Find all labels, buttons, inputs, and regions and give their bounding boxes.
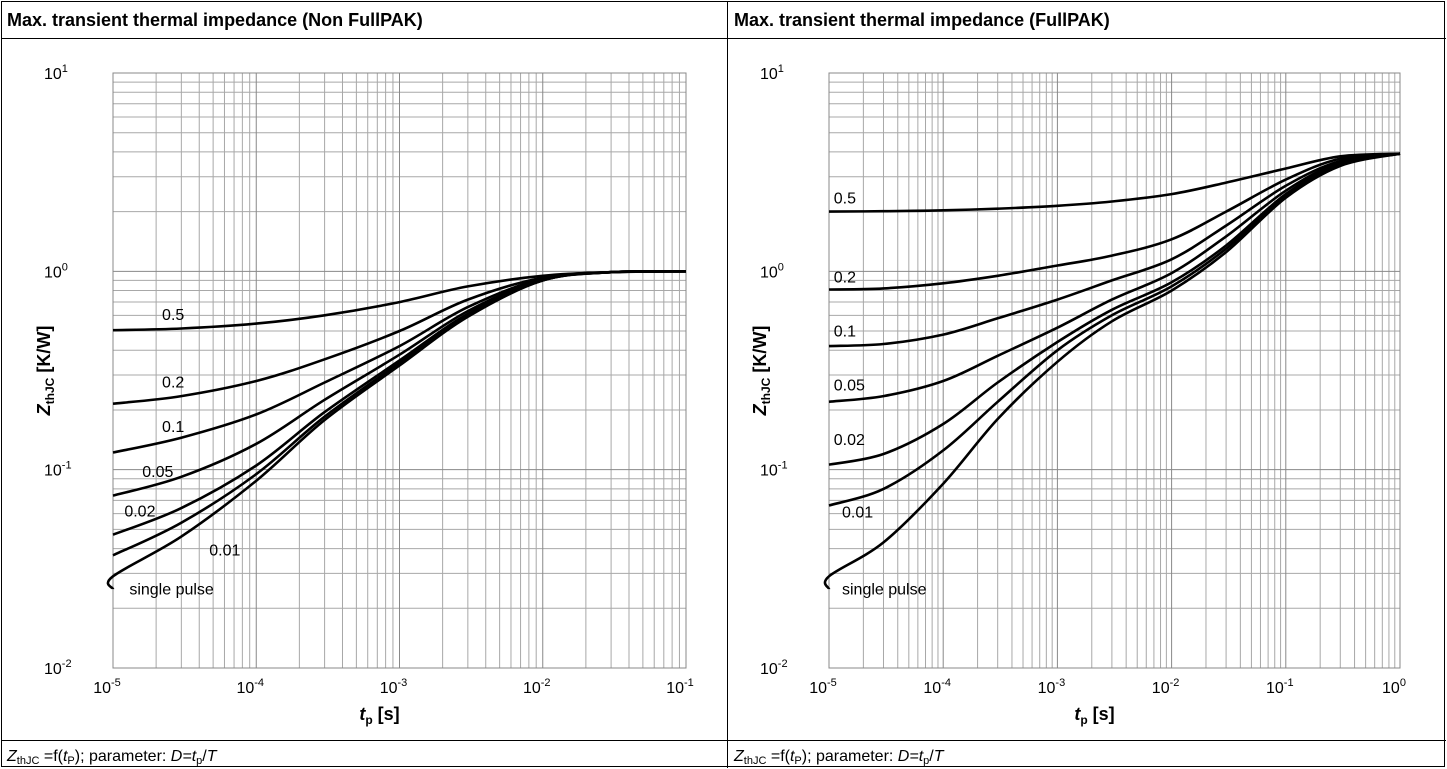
x-tick-label: 100 [1382, 677, 1406, 697]
curve-label-0-5: 0.5 [162, 307, 184, 324]
series-line-0-02 [828, 152, 1401, 466]
chart-fullpak: 10-5 10-4 10-3 10-2 10-1 100 10-2 10-1 100 101 tp … [750, 63, 1406, 727]
x-tick-label: 10-3 [1038, 677, 1066, 697]
curve-label-0-05: 0.05 [834, 378, 865, 395]
caption-t-subscript: P [67, 755, 75, 767]
caption-slash: / [929, 748, 934, 765]
curve-label-0-02: 0.02 [124, 504, 155, 521]
series-line-0-5 [828, 152, 1401, 213]
curve-label-0-05: 0.05 [142, 464, 173, 481]
caption-z-symbol: Z [7, 748, 17, 765]
x-tick-label: 10-1 [1266, 677, 1294, 697]
x-tick-label: 10-5 [93, 677, 121, 697]
caption-function-text: =f( [39, 748, 63, 765]
x-tick-label: 10-1 [666, 677, 694, 697]
chart-nonfullpak: 10-5 10-4 10-3 10-2 10-1 10-2 10-1 100 101 tp [s]… [34, 63, 694, 727]
y-tick-label: 10-1 [760, 460, 788, 480]
y-tick-label: 10-2 [44, 658, 72, 678]
caption-equals: = [182, 748, 192, 765]
x-axis-title: tp [s] [359, 704, 399, 727]
caption-t2-subscript: p [196, 755, 203, 767]
x-tick-label: 10-4 [236, 677, 264, 697]
caption-t-symbol: t [789, 748, 795, 765]
plot-area-border [112, 72, 687, 669]
y-tick-label: 10-1 [44, 460, 72, 480]
caption-z-symbol: Z [734, 748, 744, 765]
panel-title-nonfullpak: Max. transient thermal impedance (Non Fu… [7, 10, 423, 30]
y-axis-title: ZthJC [K/W] [750, 326, 773, 417]
x-axis-title: tp [s] [1074, 704, 1114, 727]
y-tick-label: 100 [760, 261, 784, 281]
curve-label-0-01: 0.01 [209, 542, 240, 559]
y-tick-label: 100 [44, 261, 68, 281]
y-axis-title: ZthJC [K/W] [34, 326, 57, 417]
caption-row-divider [2, 740, 1446, 741]
caption-d-symbol: D [170, 748, 183, 765]
y-tick-label: 10-2 [760, 658, 788, 678]
caption-slash: / [202, 748, 207, 765]
curve-label-0-5: 0.5 [834, 190, 856, 207]
y-tick-label: 101 [44, 63, 68, 83]
curve-label-0-1: 0.1 [162, 419, 184, 436]
curve-label-0-01: 0.01 [842, 504, 873, 521]
plot-area-border [828, 72, 1401, 669]
panel-title-fullpak: Max. transient thermal impedance (FullPA… [734, 10, 1110, 30]
series-line-0-05 [828, 152, 1401, 404]
series-line-single-pulse [106, 269, 687, 590]
curve-label-0-2: 0.2 [162, 374, 184, 391]
curve-label-single-pulse: single pulse [129, 581, 214, 598]
x-tick-label: 10-4 [923, 677, 951, 697]
curve-label-0-02: 0.02 [834, 432, 865, 449]
x-tick-label: 10-2 [523, 677, 551, 697]
series-line-0-2 [828, 152, 1401, 291]
caption-fullpak: ZthJC =f(tP); parameter: D=tp/T [734, 748, 944, 767]
title-row-divider [2, 38, 1446, 39]
caption-nonfullpak: ZthJC =f(tP); parameter: D=tp/T [7, 748, 217, 767]
caption-t2-symbol: t [918, 748, 924, 765]
panel-divider [727, 2, 728, 768]
caption-function-text: =f( [766, 748, 790, 765]
series-line-0-1 [828, 152, 1401, 348]
caption-d-symbol: D [897, 748, 910, 765]
curve-label-single-pulse: single pulse [842, 581, 927, 598]
caption-z-subscript: thJC [743, 755, 767, 767]
caption-equals: = [909, 748, 919, 765]
curve-label-0-2: 0.2 [834, 269, 856, 286]
caption-T-symbol: T [933, 748, 944, 765]
caption-t2-symbol: t [191, 748, 197, 765]
x-tick-label: 10-2 [1152, 677, 1180, 697]
caption-parameter-text: ); parameter: [74, 748, 171, 765]
curve-label-0-1: 0.1 [834, 323, 856, 340]
caption-t-symbol: t [62, 748, 68, 765]
caption-T-symbol: T [206, 748, 217, 765]
x-tick-label: 10-3 [380, 677, 408, 697]
series-line-0-01 [828, 152, 1401, 507]
series-line-single-pulse [823, 152, 1401, 590]
y-tick-label: 101 [760, 63, 784, 83]
x-tick-label: 10-5 [809, 677, 837, 697]
caption-z-subscript: thJC [16, 755, 40, 767]
caption-t2-subscript: p [923, 755, 930, 767]
caption-parameter-text: ); parameter: [801, 748, 898, 765]
caption-t-subscript: P [794, 755, 802, 767]
